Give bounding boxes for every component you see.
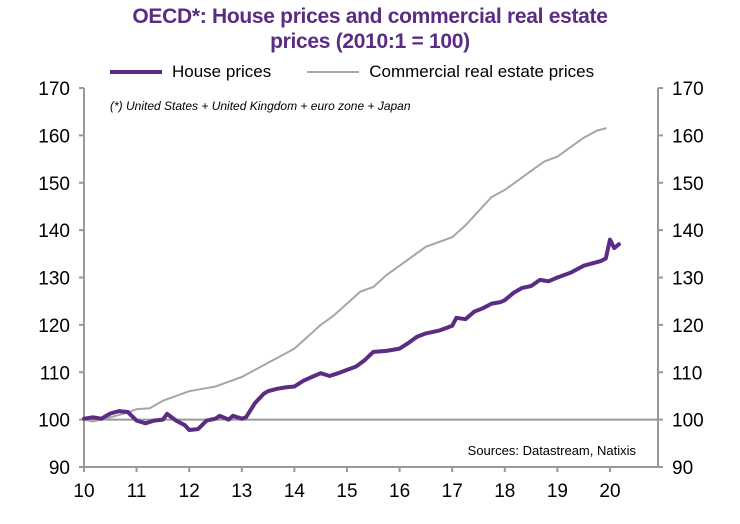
y-tick-label-left: 140 <box>38 221 70 242</box>
x-tick-label: 20 <box>599 481 620 502</box>
y-tick-label-right: 160 <box>672 126 704 147</box>
y-tick-label-left: 110 <box>40 363 70 384</box>
series-group <box>82 127 621 432</box>
footnote: (*) United States + United Kingdom + eur… <box>110 99 411 113</box>
legend: House prices Commercial real estate pric… <box>110 61 630 83</box>
series-line-commercial-real-estate <box>83 127 607 423</box>
x-tick-label: 18 <box>494 481 515 502</box>
y-tick-label-left: 150 <box>38 174 70 195</box>
y-tick-label-left: 160 <box>38 126 70 147</box>
x-tick-label: 14 <box>284 481 306 502</box>
y-tick-label-left: 120 <box>38 316 70 337</box>
y-tick-label-left: 100 <box>38 411 70 432</box>
x-tick-label: 12 <box>179 481 200 502</box>
x-tick-label: 19 <box>547 481 568 502</box>
series-line-house-prices <box>82 237 621 432</box>
legend-item-commercial-real-estate: Commercial real estate prices <box>307 62 594 82</box>
chart-title-line-2: prices (2010:1 = 100) <box>270 30 470 53</box>
y-tick-label-right: 100 <box>672 411 704 432</box>
chart-title-line-1: OECD*: House prices and commercial real … <box>132 5 608 28</box>
axes: 90 90 100 100 110 110 120 120 130 130 140 140 150 150… <box>38 79 703 502</box>
legend-label-commercial-real-estate: Commercial real estate prices <box>369 62 595 81</box>
y-tick-label-right: 90 <box>672 458 693 479</box>
chart-title: OECD*: House prices and commercial real … <box>0 4 740 54</box>
y-tick-label-left: 170 <box>38 79 70 100</box>
legend-swatch-commercial-real-estate <box>307 71 360 73</box>
x-tick-label: 11 <box>127 481 147 502</box>
source-note: Sources: Datastream, Natixis <box>468 443 637 458</box>
x-tick-label: 13 <box>231 481 252 502</box>
legend-swatch-house-prices <box>110 70 162 74</box>
y-tick-label-right: 140 <box>672 221 704 242</box>
x-tick-label: 17 <box>442 481 463 502</box>
y-tick-label-left: 90 <box>49 458 70 479</box>
x-tick-label: 15 <box>336 481 357 502</box>
y-tick-label-right: 120 <box>672 316 704 337</box>
y-tick-label-right: 110 <box>672 363 702 384</box>
y-tick-label-right: 170 <box>672 79 704 100</box>
y-tick-label-left: 130 <box>38 269 70 290</box>
y-tick-label-right: 150 <box>672 174 704 195</box>
x-tick-label: 16 <box>389 481 410 502</box>
legend-label-house-prices: House prices <box>172 62 272 81</box>
y-tick-label-right: 130 <box>672 269 704 290</box>
x-tick-label: 10 <box>73 481 94 502</box>
legend-item-house-prices: House prices <box>110 62 271 82</box>
